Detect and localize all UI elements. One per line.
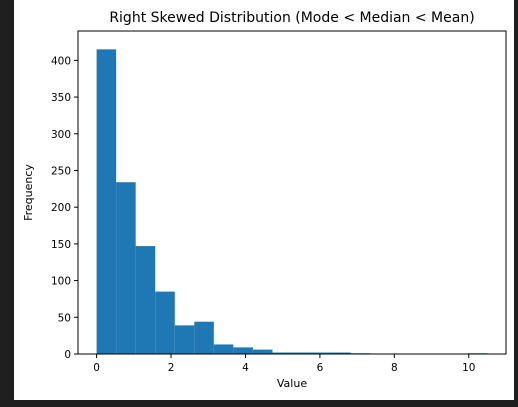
y-tick-label: 300 [51, 129, 71, 141]
y-tick-label: 50 [58, 312, 71, 324]
y-tick-label: 0 [64, 349, 71, 361]
histogram-bar [155, 291, 175, 354]
y-tick-label: 350 [51, 92, 71, 104]
histogram-bar [116, 182, 136, 354]
chart-title: Right Skewed Distribution (Mode < Median… [109, 10, 474, 26]
y-axis-ticks: 0 50 100 150 200 250 300 350 400 [51, 55, 78, 361]
histogram-bar [272, 352, 292, 354]
histogram-bar [174, 325, 195, 354]
histogram-bar [233, 347, 253, 354]
y-axis-label: Frequency [22, 164, 35, 221]
histogram-bar [213, 344, 234, 354]
x-axis-label: Value [277, 377, 307, 390]
histogram-bar [135, 246, 156, 354]
y-tick-label: 400 [51, 55, 71, 67]
histogram-bar [96, 49, 117, 355]
x-tick-label: 10 [462, 362, 475, 374]
x-axis-ticks: 0 2 4 6 8 10 [93, 354, 475, 374]
histogram-bar [292, 352, 312, 354]
y-tick-label: 200 [51, 202, 71, 214]
y-tick-label: 250 [51, 165, 71, 177]
x-tick-label: 2 [168, 362, 175, 374]
y-tick-label: 150 [51, 239, 71, 251]
histogram-bar [311, 352, 332, 354]
histogram-bar [194, 321, 214, 354]
axes-frame [77, 30, 507, 355]
histogram-bar [331, 352, 351, 354]
histogram-bars [96, 49, 488, 355]
figure-canvas: 0 50 100 150 200 250 300 350 400 0 2 4 6 8 10 Right S… [14, 0, 514, 400]
y-tick-label: 100 [51, 276, 71, 288]
x-tick-label: 4 [242, 362, 249, 374]
histogram-bar [252, 349, 273, 354]
x-tick-label: 6 [317, 362, 324, 374]
histogram-chart: 0 50 100 150 200 250 300 350 400 0 2 4 6 8 10 Right S… [22, 10, 507, 390]
x-tick-label: 8 [391, 362, 398, 374]
x-tick-label: 0 [93, 362, 100, 374]
